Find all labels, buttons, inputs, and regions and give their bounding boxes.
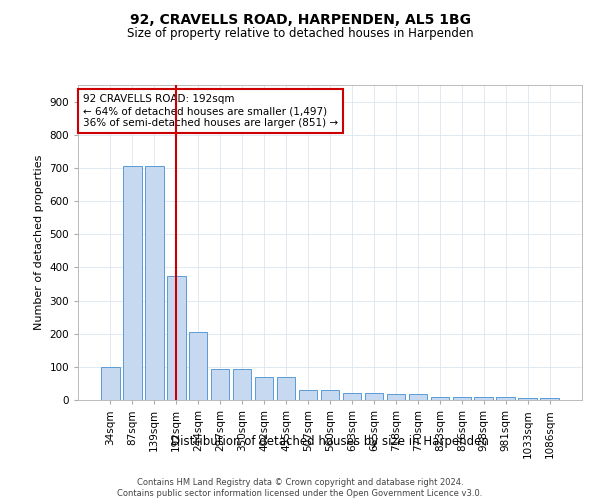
Bar — [452, 398, 471, 400]
Bar — [475, 398, 493, 400]
Bar — [255, 377, 274, 400]
Text: 92 CRAVELLS ROAD: 192sqm
← 64% of detached houses are smaller (1,497)
36% of sem: 92 CRAVELLS ROAD: 192sqm ← 64% of detach… — [83, 94, 338, 128]
Text: Size of property relative to detached houses in Harpenden: Size of property relative to detached ho… — [127, 28, 473, 40]
Bar — [123, 166, 142, 400]
Text: Distribution of detached houses by size in Harpenden: Distribution of detached houses by size … — [171, 434, 489, 448]
Bar — [189, 332, 208, 400]
Bar — [167, 276, 185, 400]
Bar — [365, 394, 383, 400]
Bar — [299, 390, 317, 400]
Bar — [211, 368, 229, 400]
Y-axis label: Number of detached properties: Number of detached properties — [34, 155, 44, 330]
Text: 92, CRAVELLS ROAD, HARPENDEN, AL5 1BG: 92, CRAVELLS ROAD, HARPENDEN, AL5 1BG — [130, 12, 470, 26]
Bar — [386, 394, 405, 400]
Bar — [541, 398, 559, 400]
Bar — [145, 166, 164, 400]
Bar — [496, 398, 515, 400]
Text: Contains HM Land Registry data © Crown copyright and database right 2024.
Contai: Contains HM Land Registry data © Crown c… — [118, 478, 482, 498]
Bar — [431, 398, 449, 400]
Bar — [233, 368, 251, 400]
Bar — [409, 394, 427, 400]
Bar — [343, 394, 361, 400]
Bar — [518, 398, 537, 400]
Bar — [277, 377, 295, 400]
Bar — [320, 390, 340, 400]
Bar — [101, 367, 119, 400]
